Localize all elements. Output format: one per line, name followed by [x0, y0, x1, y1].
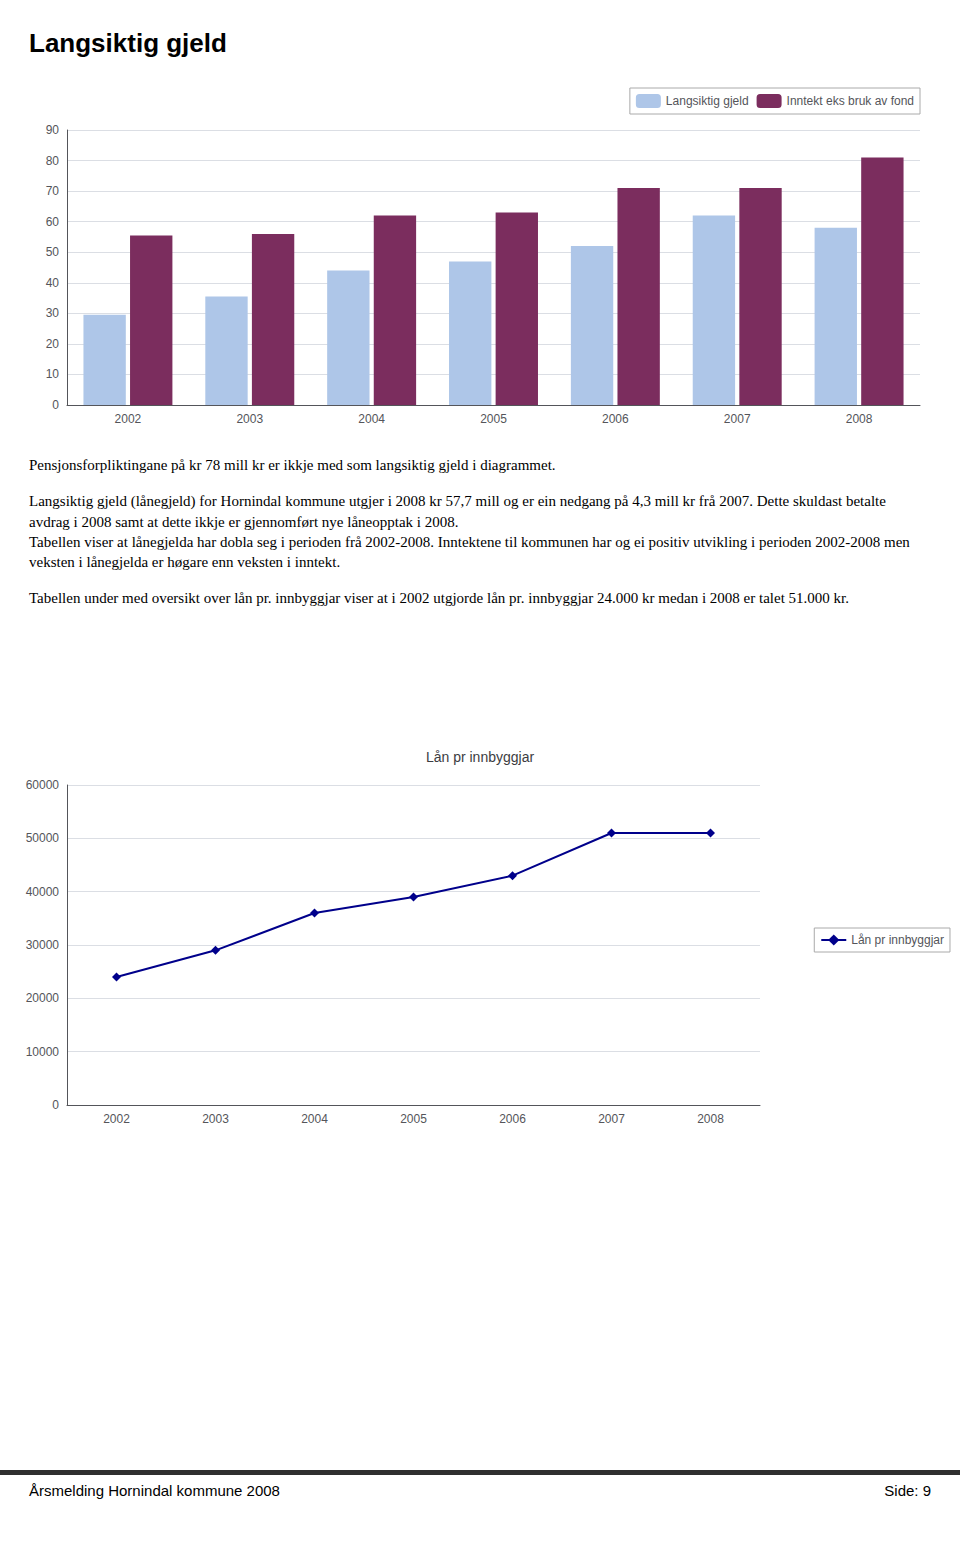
svg-text:40000: 40000: [26, 885, 60, 899]
svg-text:2008: 2008: [697, 1112, 724, 1126]
svg-text:2005: 2005: [400, 1112, 427, 1126]
svg-text:80: 80: [46, 154, 60, 168]
svg-text:30000: 30000: [26, 938, 60, 952]
svg-text:70: 70: [46, 184, 60, 198]
html-text:Langsiktig gjeld: Langsiktig gjeld: [29, 28, 227, 58]
svg-text:2003: 2003: [202, 1112, 229, 1126]
svg-text:2003: 2003: [236, 412, 263, 426]
svg-text:0: 0: [52, 1098, 59, 1112]
svg-text:40: 40: [46, 276, 60, 290]
svg-text:20000: 20000: [26, 991, 60, 1005]
svg-text:10: 10: [46, 367, 60, 381]
svg-text:2007: 2007: [724, 412, 751, 426]
svg-text:50000: 50000: [26, 831, 60, 845]
svg-text:2008: 2008: [846, 412, 873, 426]
html-text:Pensjonsforpliktingane på kr 7: Pensjonsforpliktingane på kr 78 mill kr …: [29, 457, 556, 473]
svg-text:60000: 60000: [26, 778, 60, 792]
html-text:Langsiktig gjeld (lånegjeld) f: Langsiktig gjeld (lånegjeld) for Hornind…: [29, 493, 910, 570]
svg-text:2007: 2007: [598, 1112, 625, 1126]
svg-text:30: 30: [46, 306, 60, 320]
svg-text:60: 60: [46, 215, 60, 229]
svg-text:0: 0: [52, 398, 59, 412]
svg-text:2006: 2006: [602, 412, 629, 426]
svg-text:2002: 2002: [115, 412, 142, 426]
html-text:Side: 9: Side: 9: [884, 1482, 931, 1499]
svg-text:2006: 2006: [499, 1112, 526, 1126]
svg-text:2002: 2002: [103, 1112, 130, 1126]
svg-text:2004: 2004: [301, 1112, 328, 1126]
svg-text:Lån pr innbyggjar: Lån pr innbyggjar: [426, 749, 535, 765]
svg-text:50: 50: [46, 245, 60, 259]
html-text:Tabellen under med oversikt ov: Tabellen under med oversikt over lån pr.…: [29, 590, 849, 607]
svg-text:20: 20: [46, 337, 60, 351]
svg-text:90: 90: [46, 123, 60, 137]
svg-text:2005: 2005: [480, 412, 507, 426]
svg-text:Langsiktig gjeld: Langsiktig gjeld: [666, 94, 749, 108]
svg-text:10000: 10000: [26, 1045, 60, 1059]
svg-text:2004: 2004: [358, 412, 385, 426]
svg-text:Lån pr innbyggjar: Lån pr innbyggjar: [851, 933, 944, 947]
svg-text:Inntekt eks bruk av fond: Inntekt eks bruk av fond: [787, 94, 914, 108]
html-text:Årsmelding Hornindal kommune 2: Årsmelding Hornindal kommune 2008: [29, 1482, 280, 1499]
